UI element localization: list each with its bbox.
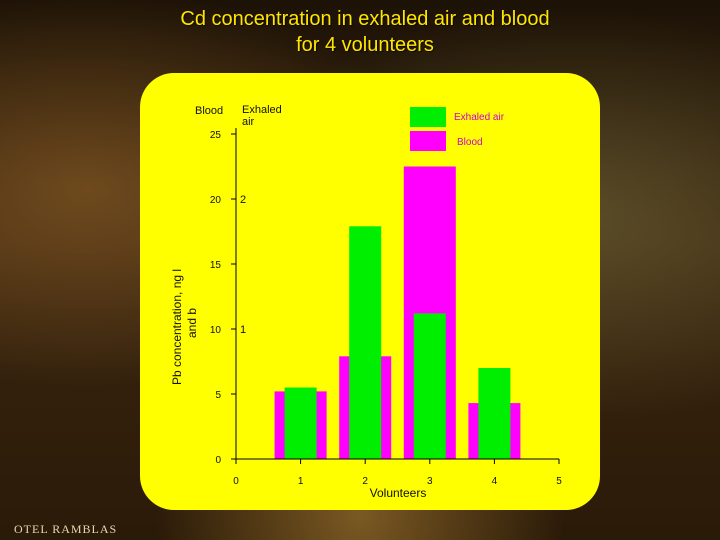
bar-exhaled-volunteer-1 [284, 387, 317, 459]
legend: Exhaled air Blood [410, 107, 505, 151]
axis-header-air: air [242, 116, 255, 128]
x-tick-label: 3 [427, 476, 433, 487]
y-tick-label: 15 [210, 260, 222, 271]
y-axis-label-line2: and b [185, 308, 199, 338]
legend-swatch-blood [410, 131, 446, 151]
slide-title-line1: Cd concentration in exhaled air and bloo… [180, 8, 550, 30]
x-tick-label: 4 [492, 476, 498, 487]
axis-header-exhaled: Exhaled [242, 104, 282, 116]
y-tick-label: 20 [210, 195, 222, 206]
slide-title-line2: for 4 volunteers [296, 34, 434, 56]
axis-header-blood: Blood [195, 105, 223, 117]
bar-exhaled-volunteer-3 [413, 313, 446, 459]
bar-exhaled-volunteer-2 [349, 226, 382, 459]
legend-label-exhaled-air: Exhaled air [454, 112, 505, 123]
legend-swatch-exhaled-air [410, 107, 446, 127]
bar-exhaled-volunteer-4 [478, 368, 511, 459]
y-tick-label: 5 [215, 390, 221, 401]
x-tick-label: 1 [298, 476, 304, 487]
y-tick-label-exhaled: 1 [240, 324, 246, 336]
y-tick-label-exhaled: 2 [240, 194, 246, 206]
y-tick-label: 10 [210, 325, 222, 336]
axes [235, 128, 559, 460]
x-tick-label: 0 [233, 476, 239, 487]
x-axis-label: Volunteers [370, 486, 427, 500]
exhaled-air-bars [284, 226, 511, 459]
slide-title: Cd concentration in exhaled air and bloo… [0, 6, 720, 58]
x-tick-label: 2 [362, 476, 368, 487]
background-sign: OTEL RAMBLAS [14, 522, 118, 536]
y-tick-label: 25 [210, 130, 222, 141]
legend-label-blood: Blood [457, 137, 483, 148]
y-tick-label: 0 [215, 455, 221, 466]
x-tick-label: 5 [556, 476, 562, 487]
y-axis-label: Pb concentration, ng l [170, 269, 184, 385]
